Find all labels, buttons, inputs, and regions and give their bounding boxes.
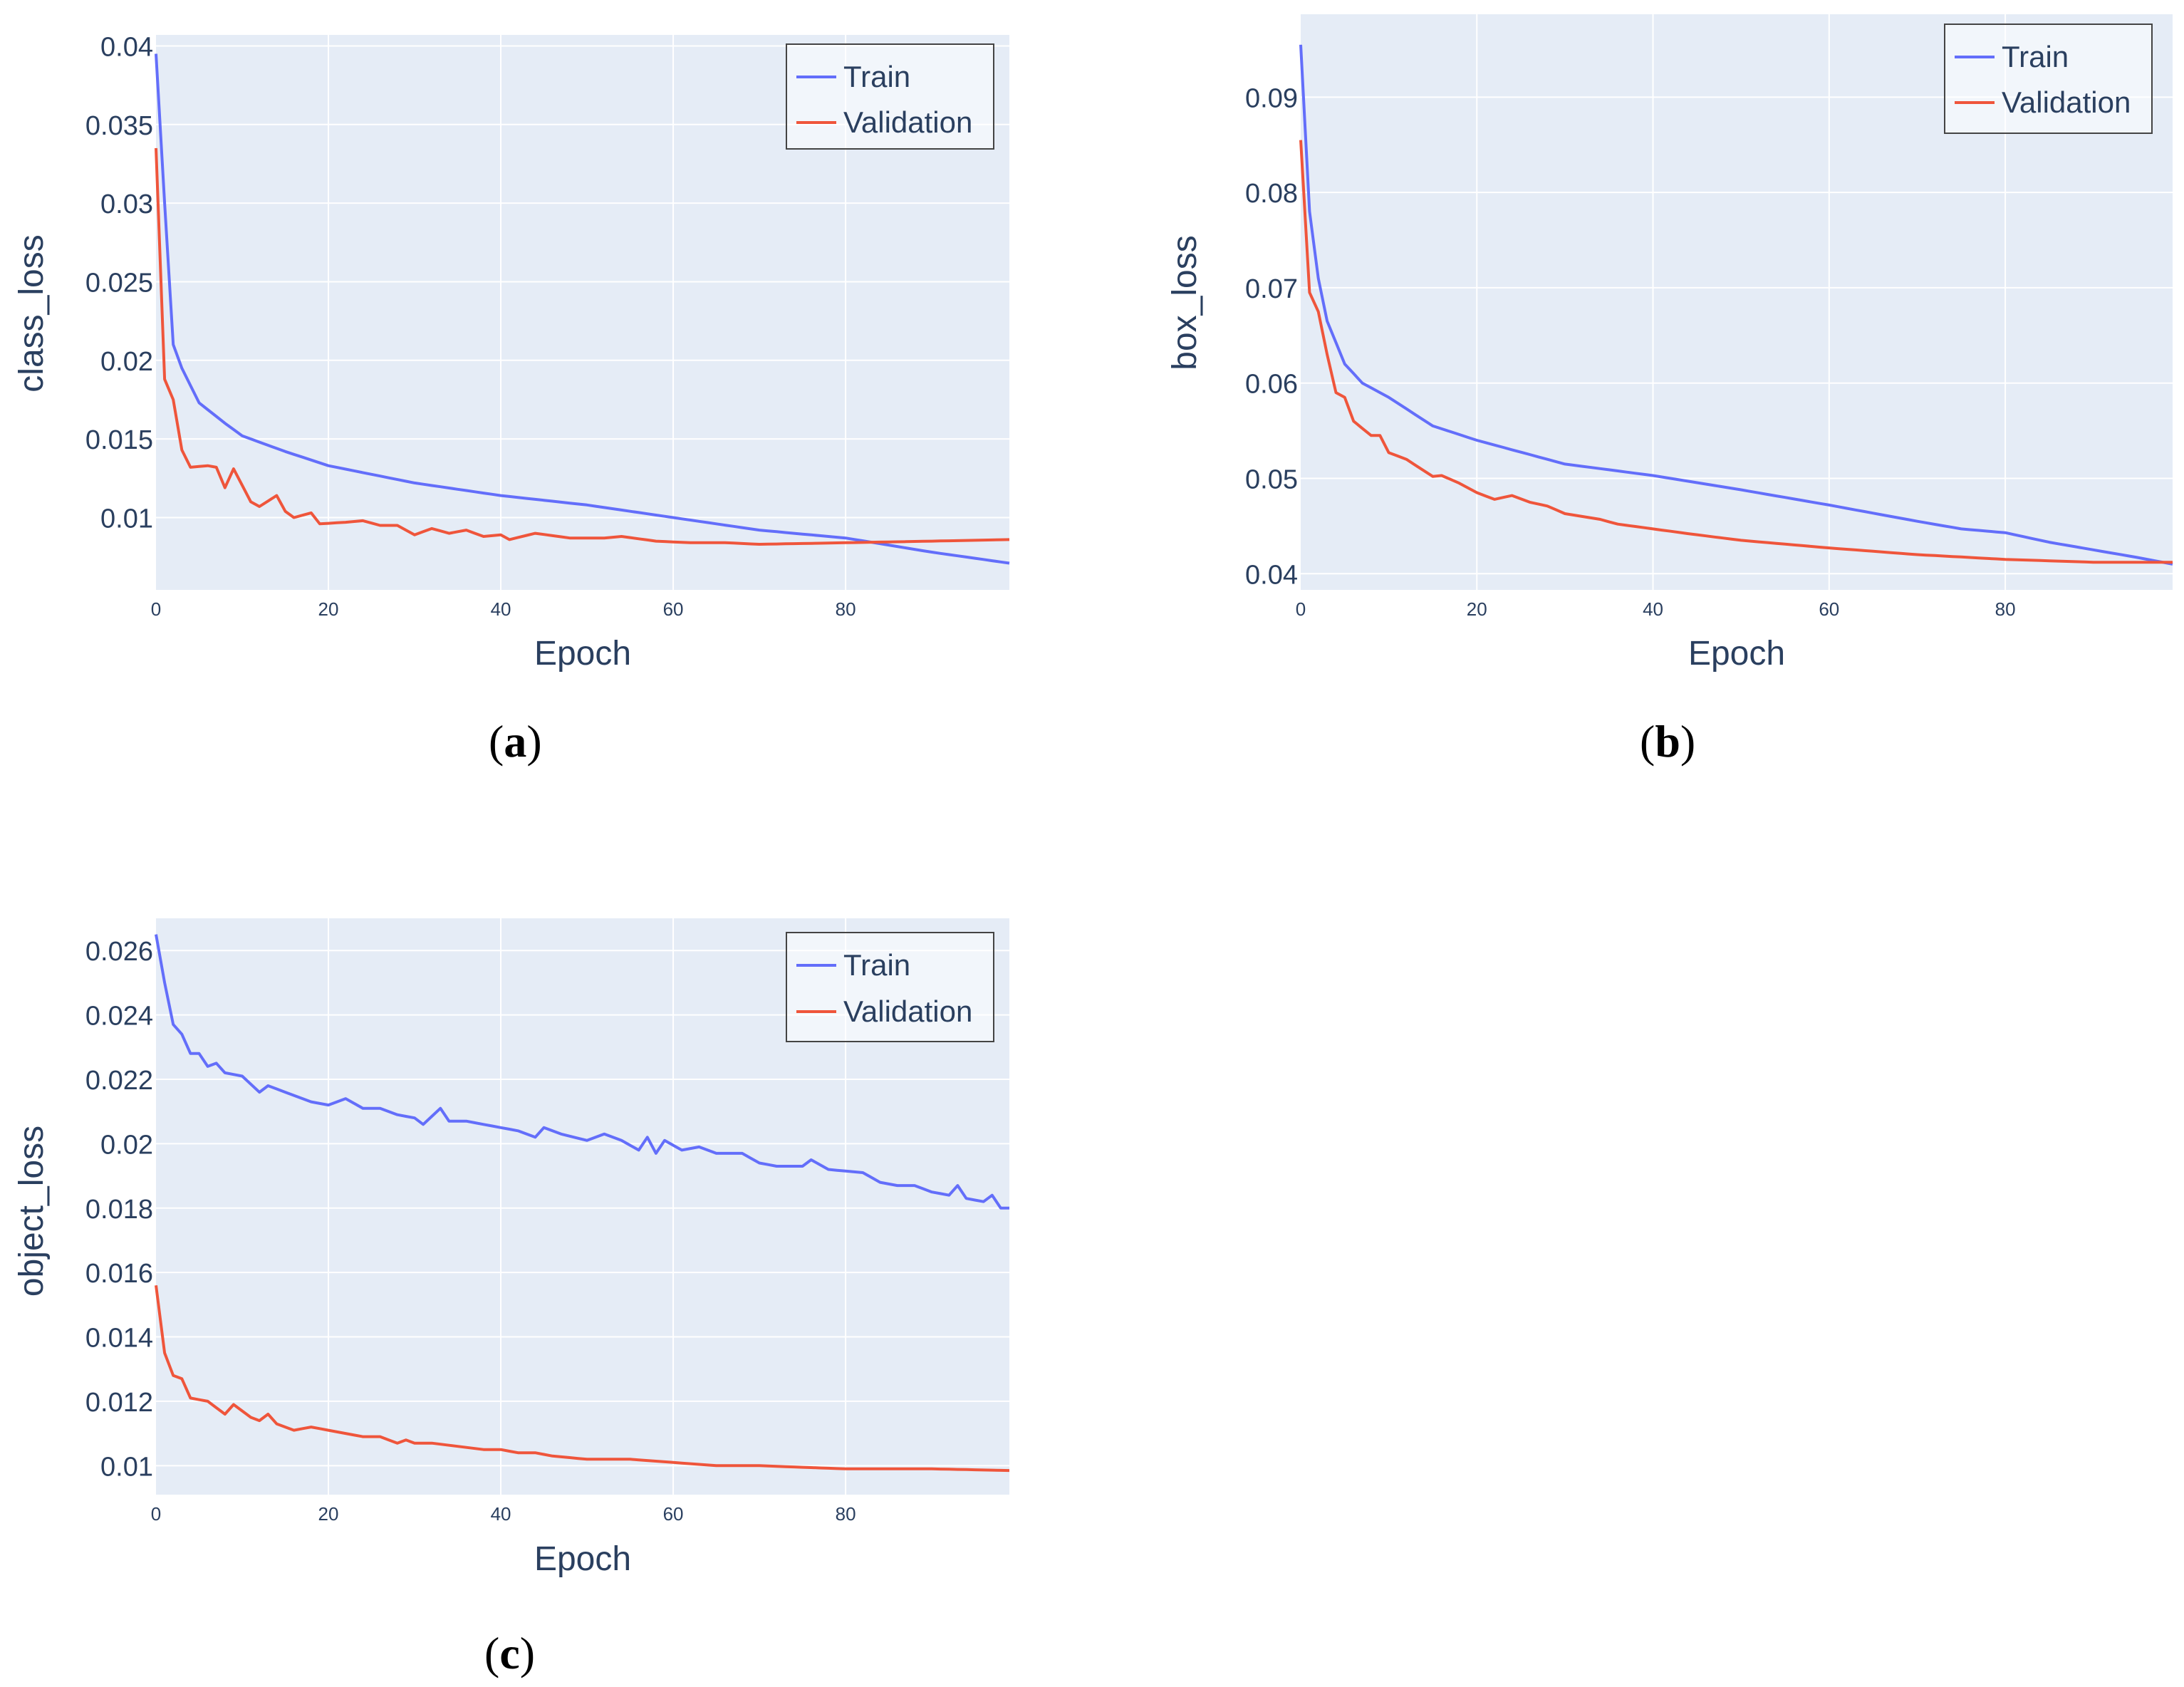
tick-labels: 0.01 0.015 0.02 0.025 0.03 0.035 0.04 0 20 40 60 80 — [85, 32, 856, 620]
gridlines — [156, 35, 1009, 590]
gridlines — [156, 918, 1009, 1495]
y-tick-label: 0.014 — [85, 1324, 153, 1354]
legend: Train Validation — [786, 43, 994, 150]
y-tick-label: 0.024 — [85, 1002, 153, 1032]
x-tick-label: 0 — [1296, 598, 1306, 620]
y-tick-label: 0.08 — [1245, 179, 1298, 209]
series-line-validation — [155, 147, 1010, 546]
legend-label-train: Train — [2002, 40, 2069, 73]
y-tick-label: 0.016 — [85, 1259, 153, 1289]
x-tick-label: 60 — [663, 1503, 684, 1525]
y-tick-label: 0.025 — [85, 268, 153, 298]
series-lines — [155, 53, 1010, 565]
y-tick-label: 0.04 — [1245, 560, 1298, 590]
legend-box — [1944, 24, 2153, 134]
x-axis-label: Epoch — [534, 1540, 631, 1578]
y-tick-label: 0.05 — [1245, 464, 1298, 494]
x-tick-label: 40 — [1643, 598, 1663, 620]
y-tick-label: 0.02 — [100, 347, 153, 377]
x-tick-label: 20 — [1467, 598, 1487, 620]
chart-object-loss: 0.01 0.012 0.014 0.016 0.018 0.02 0.022 0.024 0.… — [13, 918, 1010, 1578]
x-axis-label: Epoch — [534, 635, 631, 673]
y-tick-label: 0.035 — [85, 111, 153, 141]
y-tick-label: 0.012 — [85, 1388, 153, 1418]
y-tick-label: 0.04 — [100, 32, 153, 62]
x-tick-label: 80 — [836, 1503, 856, 1525]
y-tick-label: 0.02 — [100, 1130, 153, 1160]
y-tick-label: 0.07 — [1245, 274, 1298, 304]
legend-label-validation: Validation — [2002, 85, 2131, 119]
y-axis-label: object_loss — [13, 1126, 51, 1297]
y-tick-label: 0.01 — [100, 1452, 153, 1482]
x-tick-label: 80 — [1995, 598, 2016, 620]
legend-box — [786, 43, 994, 150]
caption-c: (c) — [484, 1628, 536, 1678]
y-tick-label: 0.01 — [100, 504, 153, 534]
x-tick-label: 0 — [151, 1503, 161, 1525]
tick-labels: 0.04 0.05 0.06 0.07 0.08 0.09 0 20 40 60 80 — [1245, 83, 2016, 620]
y-tick-label: 0.03 — [100, 190, 153, 219]
legend-box — [786, 932, 994, 1042]
x-tick-label: 80 — [836, 598, 856, 620]
legend-label-validation: Validation — [843, 995, 972, 1028]
caption-b: (b) — [1640, 716, 1696, 767]
y-tick-label: 0.022 — [85, 1066, 153, 1096]
x-tick-label: 60 — [1819, 598, 1839, 620]
caption-a: (a) — [489, 716, 542, 767]
chart-class-loss: 0.01 0.015 0.02 0.025 0.03 0.035 0.04 0 20 40 60 80… — [13, 32, 1010, 673]
legend-label-train: Train — [843, 948, 910, 982]
x-tick-label: 40 — [491, 1503, 511, 1525]
legend-label-validation: Validation — [843, 105, 972, 139]
x-tick-label: 20 — [318, 598, 339, 620]
y-tick-label: 0.09 — [1245, 83, 1298, 113]
series-line-train — [1299, 44, 2173, 566]
series-lines — [155, 934, 1010, 1473]
y-tick-label: 0.06 — [1245, 370, 1298, 400]
series-line-validation — [1299, 140, 2173, 564]
legend-label-train: Train — [843, 60, 910, 93]
legend: Train Validation — [1944, 24, 2153, 134]
x-tick-label: 60 — [663, 598, 684, 620]
legend: Train Validation — [786, 932, 994, 1042]
y-tick-label: 0.018 — [85, 1195, 153, 1225]
series-line-train — [155, 934, 1009, 1210]
y-axis-label: class_loss — [13, 234, 51, 392]
chart-box-loss: 0.040.050.060.070.080.090 20 40 60 80 Epoch … — [1166, 14, 2173, 673]
series-lines — [1299, 44, 2173, 566]
series-line-validation — [155, 1284, 1010, 1473]
y-tick-label: 0.026 — [85, 937, 153, 967]
x-tick-label: 0 — [151, 598, 161, 620]
y-tick-label: 0.015 — [85, 425, 153, 455]
x-tick-label: 20 — [318, 1503, 339, 1525]
tick-labels: 0.01 0.012 0.014 0.016 0.018 0.02 0.022 0.024 0.… — [85, 937, 856, 1525]
x-axis-label: Epoch — [1688, 635, 1785, 673]
x-tick-label: 40 — [491, 598, 511, 620]
y-axis-label: box_loss — [1166, 235, 1204, 370]
